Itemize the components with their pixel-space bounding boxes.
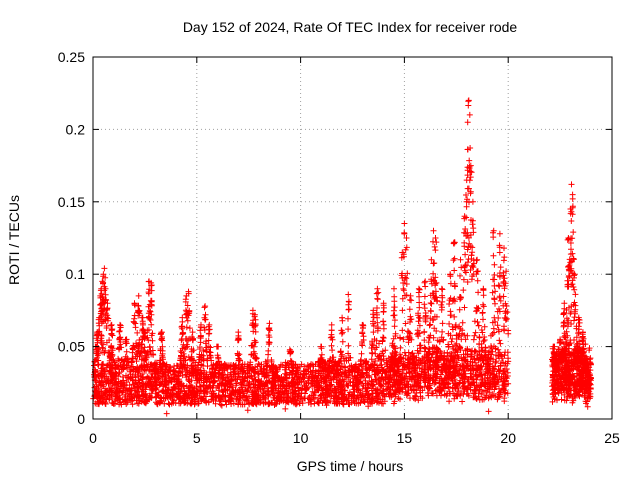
plot-frame [92,56,613,420]
x-tick-label: 10 [293,430,309,446]
y-tick-label: 0.15 [58,194,85,210]
x-tick-label: 0 [89,430,97,446]
roti-points [90,97,594,417]
y-tick-label: 0.1 [66,266,86,282]
x-tick-label: 5 [193,430,201,446]
y-tick-label: 0.05 [58,339,85,355]
data-points [90,97,594,417]
y-tick-label: 0.25 [58,49,85,65]
y-axis-title: ROTI / TECUs [6,195,22,285]
x-axis-title: GPS time / hours [297,458,404,474]
y-tick-label: 0 [77,411,85,427]
chart-title: Day 152 of 2024, Rate Of TEC Index for r… [183,19,518,35]
axis-ticks: 0 5 10 15 20 25 0 0.05 0.1 0.15 0.2 0.25 [58,49,620,446]
x-tick-label: 25 [604,430,620,446]
x-tick-label: 20 [500,430,516,446]
x-tick-label: 15 [397,430,413,446]
y-tick-label: 0.2 [66,121,86,137]
